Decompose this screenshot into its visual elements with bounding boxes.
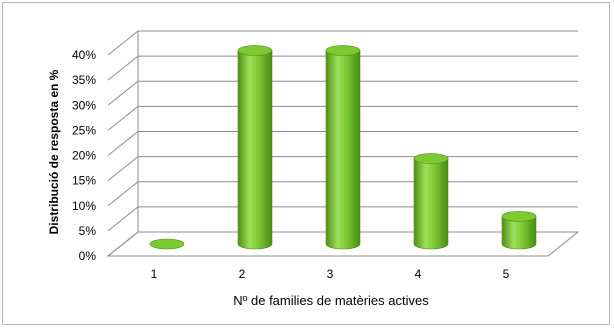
y-tick-labels: 0% 5% 10% 15% 20% 25% 30% 35% 40% (72, 48, 96, 263)
x-axis-title: Nº de families de matèries actives (233, 293, 429, 308)
bar-top (237, 45, 273, 56)
y-tick-label: 5% (79, 224, 97, 238)
chart-floor (106, 231, 580, 257)
x-tick-label: 5 (503, 267, 510, 281)
x-tick-labels: 1 2 3 4 5 (151, 267, 510, 281)
bar-body (237, 50, 273, 250)
x-tick-label: 3 (327, 267, 334, 281)
bar-body (413, 158, 449, 250)
y-tick-label: 10% (72, 199, 96, 213)
grid-line-depth (107, 131, 139, 156)
y-tick-label: 15% (72, 174, 96, 188)
y-tick-label: 25% (72, 123, 96, 137)
grid-line-depth (107, 156, 139, 182)
bar-top (413, 153, 449, 164)
grid-line-depth (107, 181, 139, 207)
bar (149, 238, 185, 250)
y-tick-label: 40% (72, 48, 96, 62)
bar (413, 153, 449, 250)
grid-line-depth (107, 55, 139, 81)
bar (237, 45, 273, 250)
y-tick-label: 20% (72, 149, 96, 163)
bar (325, 45, 361, 250)
y-axis-title: Distribució de resposta en % (47, 69, 61, 234)
grid-line-depth (107, 30, 139, 56)
bar-body (501, 216, 537, 250)
bar-body (325, 50, 361, 250)
grid-line-depth (107, 206, 139, 232)
bar (501, 211, 537, 250)
bar-top (325, 45, 361, 56)
x-tick-label: 1 (151, 267, 158, 281)
bars (149, 45, 537, 250)
bar-top (501, 211, 537, 222)
x-tick-label: 2 (239, 267, 246, 281)
y-tick-label: 35% (72, 73, 96, 87)
grid-line-depth (107, 80, 139, 106)
grid-line-depth (107, 105, 139, 131)
x-tick-label: 4 (415, 267, 422, 281)
bar-top (149, 238, 185, 250)
y-tick-label: 0% (79, 249, 97, 263)
y-tick-label: 30% (72, 98, 96, 112)
